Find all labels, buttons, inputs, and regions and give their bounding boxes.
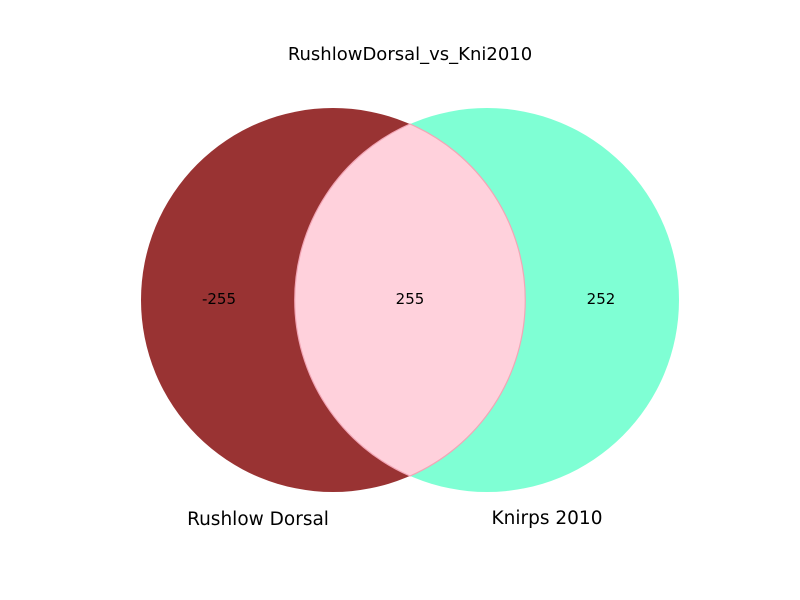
set-label-rushlow-dorsal: Rushlow Dorsal — [187, 509, 329, 530]
set-label-knirps-2010: Knirps 2010 — [492, 508, 603, 529]
region-label-left-only: -255 — [202, 290, 236, 308]
region-label-right-only: 252 — [587, 290, 616, 308]
diagram-title: RushlowDorsal_vs_Kni2010 — [288, 44, 532, 65]
region-label-intersection: 255 — [396, 290, 425, 308]
intersection-region — [294, 123, 526, 477]
